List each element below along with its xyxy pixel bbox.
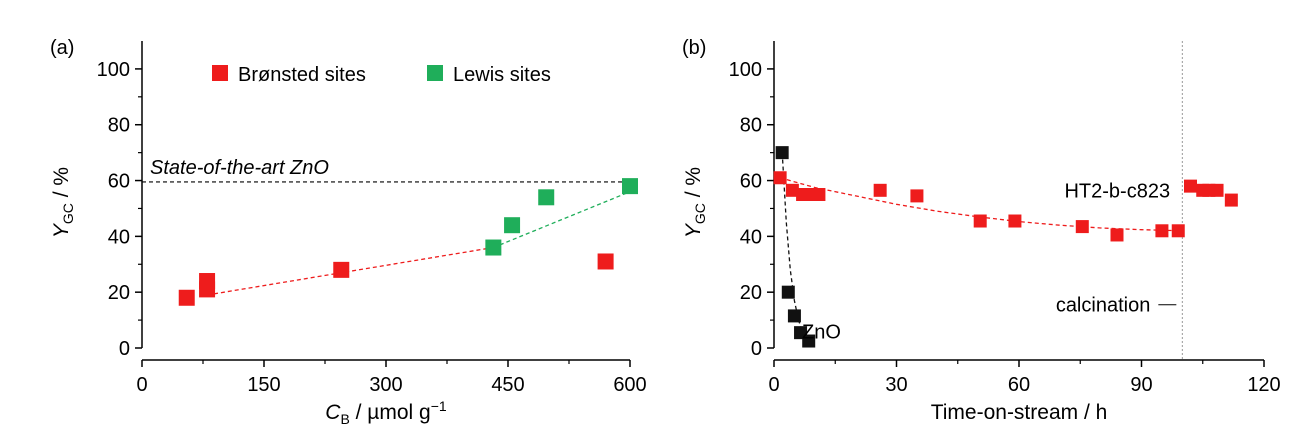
data-point-br-nsted-sites bbox=[333, 261, 350, 278]
reference-line-label: State-of-the-art ZnO bbox=[150, 157, 329, 179]
data-point-br-nsted-sites bbox=[199, 273, 216, 290]
legend-label: Brønsted sites bbox=[238, 64, 366, 86]
series-label-zno: ZnO bbox=[802, 321, 841, 343]
x-axis-title-superscript: −1 bbox=[431, 398, 447, 414]
data-point-ht2-b-c823 bbox=[1110, 228, 1124, 242]
x-axis-title-units: / µmol g bbox=[350, 401, 431, 424]
x-tick-label: 450 bbox=[491, 374, 524, 396]
data-point-zno bbox=[781, 285, 795, 299]
y-axis-title-symbol: Y bbox=[50, 222, 73, 238]
data-point-br-nsted-sites bbox=[597, 253, 614, 270]
y-tick-label: 100 bbox=[729, 59, 762, 81]
legend-marker bbox=[427, 65, 443, 81]
y-tick-label: 20 bbox=[108, 282, 130, 304]
x-axis-title-symbol: C bbox=[325, 401, 341, 424]
y-axis-title-units: / % bbox=[50, 167, 73, 203]
y-tick-label: 80 bbox=[108, 115, 130, 137]
data-point-zno bbox=[802, 334, 816, 348]
fit-line bbox=[206, 246, 494, 296]
y-axis-title-subscript: GC bbox=[692, 203, 708, 224]
legend-label: Lewis sites bbox=[453, 64, 551, 86]
y-axis-title: YGC / % bbox=[50, 167, 76, 238]
data-point-ht2-b-c823 bbox=[1210, 183, 1224, 197]
y-tick-label: 0 bbox=[119, 338, 130, 360]
x-tick-label: 0 bbox=[768, 374, 779, 396]
data-point-zno bbox=[775, 146, 789, 160]
data-point-ht2-b-c823 bbox=[1155, 224, 1169, 238]
y-tick-label: 40 bbox=[108, 226, 130, 248]
data-point-ht2-b-c823 bbox=[1008, 214, 1022, 228]
y-tick-label: 100 bbox=[97, 59, 130, 81]
panel-label: (a) bbox=[50, 37, 74, 59]
y-axis-title-subscript: GC bbox=[60, 203, 76, 224]
x-tick-label: 120 bbox=[1247, 374, 1280, 396]
data-point-zno bbox=[787, 309, 801, 323]
x-tick-label: 0 bbox=[136, 374, 147, 396]
fit-line bbox=[781, 152, 810, 342]
y-axis-title-symbol: Y bbox=[682, 222, 705, 238]
data-point-ht2-b-c823 bbox=[812, 188, 826, 201]
x-axis-title-subscript: B bbox=[340, 411, 349, 427]
x-axis-title: CB / µmol g−1 bbox=[325, 398, 447, 427]
chart-panel-b: 0 20 40 60 80 100 0 30 60 90 120 (b) Time-on-stream … bbox=[682, 37, 1281, 424]
data-point-ht2-b-c823 bbox=[873, 183, 887, 197]
x-tick-label: 150 bbox=[247, 374, 280, 396]
y-tick-label: 60 bbox=[740, 171, 762, 193]
fit-line bbox=[493, 191, 631, 249]
x-tick-label: 300 bbox=[369, 374, 402, 396]
legend-marker bbox=[212, 65, 228, 81]
x-tick-label: 600 bbox=[613, 374, 646, 396]
y-tick-label: 0 bbox=[751, 338, 762, 360]
data-point-ht2-b-c823 bbox=[910, 189, 924, 203]
data-point-lewis-sites bbox=[504, 217, 521, 234]
x-tick-label: 90 bbox=[1130, 374, 1152, 396]
data-point-lewis-sites bbox=[622, 178, 638, 195]
y-axis-title: YGC / % bbox=[682, 167, 708, 238]
x-tick-label: 60 bbox=[1008, 374, 1030, 396]
data-point-ht2-b-c823 bbox=[785, 183, 799, 197]
data-point-br-nsted-sites bbox=[178, 289, 195, 306]
y-tick-label: 40 bbox=[740, 226, 762, 248]
y-tick-label: 80 bbox=[740, 115, 762, 137]
data-point-ht2-b-c823 bbox=[1075, 220, 1089, 234]
x-axis-title-symbol: Time-on-stream / h bbox=[931, 401, 1108, 424]
data-point-ht2-b-c823 bbox=[1224, 193, 1238, 207]
data-point-ht2-b-c823 bbox=[1184, 179, 1197, 193]
data-point-lewis-sites bbox=[485, 239, 502, 256]
calcination-label: calcination bbox=[1056, 295, 1151, 317]
data-point-ht2-b-c823 bbox=[973, 214, 987, 228]
x-axis-title: Time-on-stream / h bbox=[931, 401, 1108, 424]
x-tick-label: 30 bbox=[885, 374, 907, 396]
panel-label: (b) bbox=[682, 37, 706, 59]
data-point-ht2-b-c823 bbox=[773, 171, 787, 185]
y-tick-label: 60 bbox=[108, 171, 130, 193]
y-axis-title-units: / % bbox=[682, 167, 705, 203]
data-point-ht2-b-c823 bbox=[1171, 224, 1185, 238]
y-tick-label: 20 bbox=[740, 282, 762, 304]
data-point-lewis-sites bbox=[538, 189, 555, 206]
chart-panel-a: 0 20 40 60 80 100 0 150 300 450 600 (a) CB / µmol g−… bbox=[50, 37, 647, 427]
series-label-ht2: HT2-b-c823 bbox=[1064, 180, 1170, 202]
